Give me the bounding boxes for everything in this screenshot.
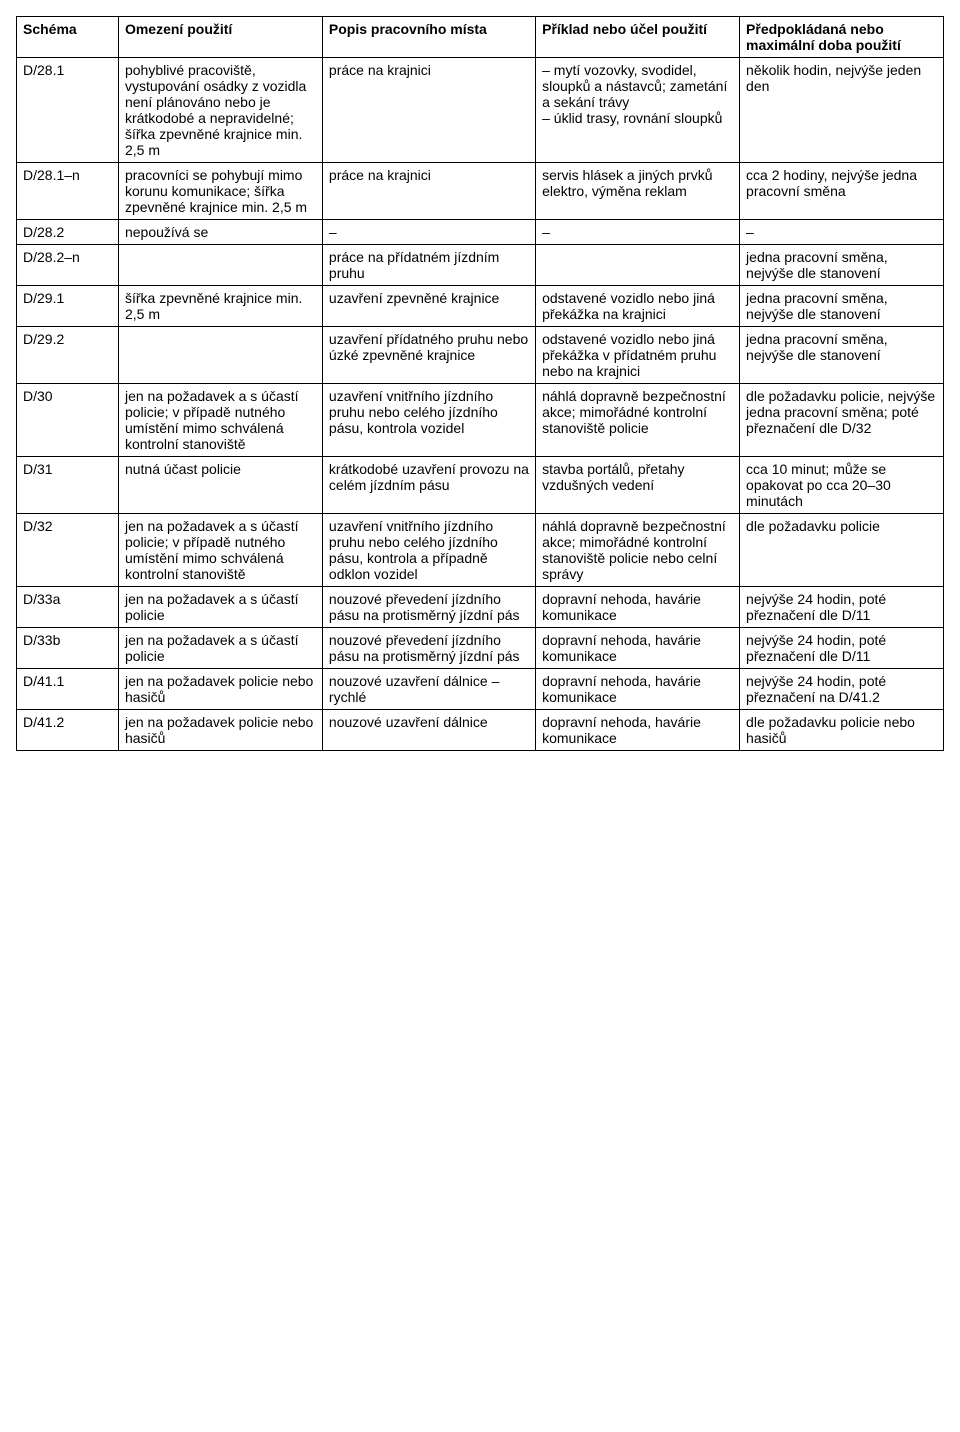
cell-desc: uzavření vnitřního jízdního pruhu nebo c… bbox=[322, 384, 535, 457]
cell-schema: D/28.1–n bbox=[17, 163, 119, 220]
cell-schema: D/28.2 bbox=[17, 220, 119, 245]
table-row: D/32jen na požadavek a s účastí policie;… bbox=[17, 514, 944, 587]
cell-limit: nepoužívá se bbox=[118, 220, 322, 245]
table-row: D/28.2nepoužívá se––– bbox=[17, 220, 944, 245]
cell-limit: nutná účast policie bbox=[118, 457, 322, 514]
cell-limit: jen na požadavek policie nebo hasičů bbox=[118, 710, 322, 751]
cell-duration: jedna pracovní směna, nejvýše dle stanov… bbox=[740, 327, 944, 384]
cell-duration: několik hodin, nejvýše jeden den bbox=[740, 58, 944, 163]
cell-example: dopravní nehoda, havárie komunikace bbox=[536, 710, 740, 751]
cell-example: – mytí vozovky, svodidel, sloupků a nást… bbox=[536, 58, 740, 163]
cell-schema: D/41.2 bbox=[17, 710, 119, 751]
cell-limit: jen na požadavek a s účastí policie; v p… bbox=[118, 514, 322, 587]
cell-duration: cca 2 hodiny, nejvýše jedna pracovní smě… bbox=[740, 163, 944, 220]
cell-example: – bbox=[536, 220, 740, 245]
table-row: D/28.1–npracovníci se pohybují mimo koru… bbox=[17, 163, 944, 220]
cell-limit: jen na požadavek a s účastí policie; v p… bbox=[118, 384, 322, 457]
cell-limit: jen na požadavek a s účastí policie bbox=[118, 628, 322, 669]
col-header-schema: Schéma bbox=[17, 17, 119, 58]
cell-desc: práce na krajnici bbox=[322, 58, 535, 163]
cell-desc: uzavření přídatného pruhu nebo úzké zpev… bbox=[322, 327, 535, 384]
cell-desc: nouzové převedení jízdního pásu na proti… bbox=[322, 587, 535, 628]
cell-schema: D/29.1 bbox=[17, 286, 119, 327]
cell-example: odstavené vozidlo nebo jiná překážka v p… bbox=[536, 327, 740, 384]
cell-example: dopravní nehoda, havárie komunikace bbox=[536, 628, 740, 669]
cell-schema: D/30 bbox=[17, 384, 119, 457]
table-row: D/33bjen na požadavek a s účastí policie… bbox=[17, 628, 944, 669]
table-row: D/30jen na požadavek a s účastí policie;… bbox=[17, 384, 944, 457]
cell-limit: jen na požadavek policie nebo hasičů bbox=[118, 669, 322, 710]
cell-example bbox=[536, 245, 740, 286]
cell-duration: cca 10 minut; může se opakovat po cca 20… bbox=[740, 457, 944, 514]
table-row: D/29.1šířka zpevněné krajnice min. 2,5 m… bbox=[17, 286, 944, 327]
table-row: D/28.2–n práce na přídatném jízdním pruhu… bbox=[17, 245, 944, 286]
cell-duration: nejvýše 24 hodin, poté přeznačení dle D/… bbox=[740, 628, 944, 669]
col-header-duration: Předpokládaná nebo maximální doba použit… bbox=[740, 17, 944, 58]
cell-duration: dle požadavku policie, nejvýše jedna pra… bbox=[740, 384, 944, 457]
cell-desc: nouzové uzavření dálnice bbox=[322, 710, 535, 751]
cell-example: dopravní nehoda, havárie komunikace bbox=[536, 587, 740, 628]
table-row: D/31nutná účast policiekrátkodobé uzavře… bbox=[17, 457, 944, 514]
cell-duration: – bbox=[740, 220, 944, 245]
cell-duration: nejvýše 24 hodin, poté přeznačení dle D/… bbox=[740, 587, 944, 628]
cell-desc: krátkodobé uzavření provozu na celém jíz… bbox=[322, 457, 535, 514]
cell-example: stavba portálů, přetahy vzdušných vedení bbox=[536, 457, 740, 514]
cell-schema: D/28.1 bbox=[17, 58, 119, 163]
cell-desc: nouzové uzavření dálnice – rychlé bbox=[322, 669, 535, 710]
cell-schema: D/32 bbox=[17, 514, 119, 587]
cell-desc: – bbox=[322, 220, 535, 245]
cell-duration: jedna pracovní směna, nejvýše dle stanov… bbox=[740, 286, 944, 327]
cell-schema: D/28.2–n bbox=[17, 245, 119, 286]
cell-example: servis hlásek a jiných prvků elektro, vý… bbox=[536, 163, 740, 220]
table-header-row: Schéma Omezení použití Popis pracovního … bbox=[17, 17, 944, 58]
cell-desc: uzavření vnitřního jízdního pruhu nebo c… bbox=[322, 514, 535, 587]
cell-desc: práce na přídatném jízdním pruhu bbox=[322, 245, 535, 286]
cell-schema: D/33a bbox=[17, 587, 119, 628]
cell-desc: práce na krajnici bbox=[322, 163, 535, 220]
cell-desc: uzavření zpevněné krajnice bbox=[322, 286, 535, 327]
cell-limit: pracovníci se pohybují mimo korunu komun… bbox=[118, 163, 322, 220]
col-header-example: Příklad nebo účel použití bbox=[536, 17, 740, 58]
cell-duration: nejvýše 24 hodin, poté přeznačení na D/4… bbox=[740, 669, 944, 710]
cell-limit: šířka zpevněné krajnice min. 2,5 m bbox=[118, 286, 322, 327]
cell-example: dopravní nehoda, havárie komunikace bbox=[536, 669, 740, 710]
cell-example: odstavené vozidlo nebo jiná překážka na … bbox=[536, 286, 740, 327]
table-row: D/28.1pohyblivé pracoviště, vystupování … bbox=[17, 58, 944, 163]
cell-duration: jedna pracovní směna, nejvýše dle stanov… bbox=[740, 245, 944, 286]
cell-example: náhlá dopravně bezpečnostní akce; mimořá… bbox=[536, 514, 740, 587]
table-row: D/29.2 uzavření přídatného pruhu nebo úzk… bbox=[17, 327, 944, 384]
cell-schema: D/29.2 bbox=[17, 327, 119, 384]
table-row: D/41.2jen na požadavek policie nebo hasi… bbox=[17, 710, 944, 751]
schema-table: Schéma Omezení použití Popis pracovního … bbox=[16, 16, 944, 751]
cell-schema: D/41.1 bbox=[17, 669, 119, 710]
table-row: D/33ajen na požadavek a s účastí policie… bbox=[17, 587, 944, 628]
cell-duration: dle požadavku policie bbox=[740, 514, 944, 587]
cell-duration: dle požadavku policie nebo hasičů bbox=[740, 710, 944, 751]
cell-limit: jen na požadavek a s účastí policie bbox=[118, 587, 322, 628]
cell-limit bbox=[118, 245, 322, 286]
cell-schema: D/33b bbox=[17, 628, 119, 669]
cell-schema: D/31 bbox=[17, 457, 119, 514]
cell-limit: pohyblivé pracoviště, vystupování osádky… bbox=[118, 58, 322, 163]
col-header-limit: Omezení použití bbox=[118, 17, 322, 58]
cell-limit bbox=[118, 327, 322, 384]
col-header-desc: Popis pracovního místa bbox=[322, 17, 535, 58]
cell-desc: nouzové převedení jízdního pásu na proti… bbox=[322, 628, 535, 669]
cell-example: náhlá dopravně bezpečnostní akce; mimořá… bbox=[536, 384, 740, 457]
table-row: D/41.1jen na požadavek policie nebo hasi… bbox=[17, 669, 944, 710]
